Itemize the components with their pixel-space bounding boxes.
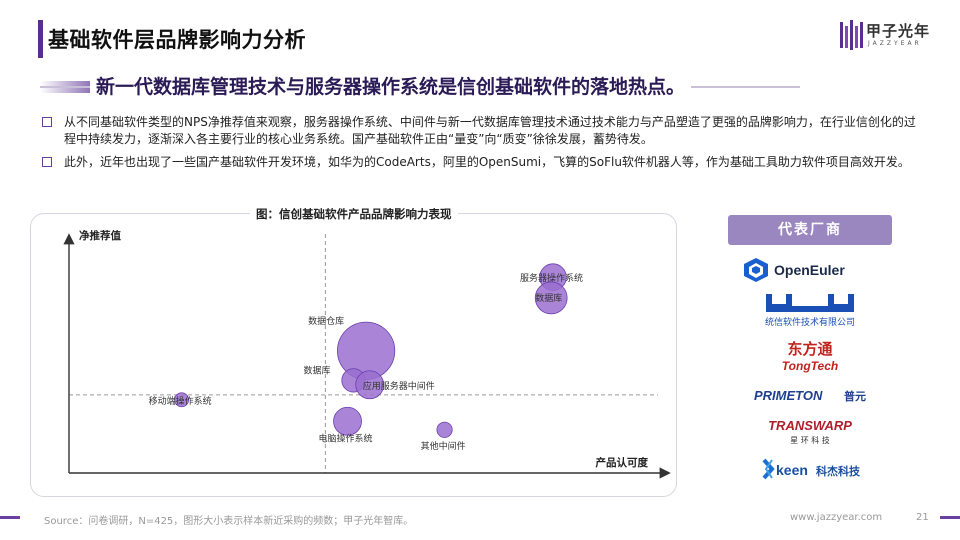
- bullet-text: 此外，近年也出现了一些国产基础软件开发环境，如华为的CodeArts，阿里的Op…: [64, 155, 910, 169]
- bubble-6: [333, 406, 362, 436]
- vendor-sub: 普元: [844, 389, 866, 403]
- bullet-item: 从不同基础软件类型的NPS净推荐值来观察，服务器操作系统、中间件与新一代数据库管…: [40, 114, 920, 148]
- vendor-name: TRANSWARP: [768, 418, 852, 433]
- bubble-7: [436, 421, 453, 438]
- subtitle: 新一代数据库管理技术与服务器操作系统是信创基础软件的落地热点。: [90, 72, 692, 99]
- bubble-label: 数据库: [535, 292, 562, 304]
- brand-logo: 甲子光年 JAZZYEAR: [840, 18, 940, 54]
- title-accent-bar: [38, 20, 43, 58]
- page-number: 21: [916, 512, 929, 523]
- bubble-label: 其他中间件: [421, 440, 466, 452]
- bubble-label: 应用服务器中间件: [363, 380, 435, 392]
- square-bullet-icon: [42, 157, 52, 167]
- bullet-text: 从不同基础软件类型的NPS净推荐值来观察，服务器操作系统、中间件与新一代数据库管…: [64, 115, 916, 146]
- vendor-keen: keen 科杰科技: [740, 454, 880, 488]
- vendor-transwarp: TRANSWARP 星 环 科 技: [740, 414, 880, 448]
- y-axis-label: 净推荐值: [79, 229, 121, 242]
- openeuler-logo-icon: [744, 258, 768, 282]
- vendor-name: keen: [776, 462, 808, 478]
- vendor-tongtech: 东方通 TongTech: [740, 338, 880, 373]
- vendor-name: PRIMETON: [754, 388, 823, 403]
- bubble-label: 服务器操作系统: [520, 272, 583, 284]
- bubble-label: 数据库: [304, 364, 331, 376]
- bubble-label: 电脑操作系统: [319, 432, 373, 444]
- bubble-1: [534, 281, 568, 315]
- vendor-name: 统信软件技术有限公司: [765, 316, 855, 328]
- bubble-4: [355, 370, 385, 400]
- vendor-uniontech: 统信软件技术有限公司: [740, 292, 880, 328]
- bullet-list: 从不同基础软件类型的NPS净推荐值来观察，服务器操作系统、中间件与新一代数据库管…: [40, 114, 920, 177]
- uniontech-logo-icon: [766, 294, 854, 312]
- vendor-panel-title: 代表厂商: [728, 215, 892, 245]
- logo-text-cn: 甲子光年: [866, 22, 931, 40]
- bubble-label: 数据仓库: [308, 315, 344, 327]
- vendor-name: OpenEuler: [774, 262, 845, 278]
- vendor-sub: 星 环 科 技: [790, 435, 830, 445]
- logo-text-en: JAZZYEAR: [868, 40, 922, 47]
- logo-bars-icon: [840, 20, 863, 50]
- vendor-name: 东方通: [787, 340, 832, 358]
- vendor-sub: 科杰科技: [816, 464, 861, 478]
- vendor-primeton: PRIMETON 普元: [740, 382, 880, 416]
- site-url: www.jazzyear.com: [790, 512, 883, 523]
- bubble-label: 移动端操作系统: [149, 395, 212, 407]
- chart-title: 图：信创基础软件产品品牌影响力表现: [250, 206, 458, 222]
- square-bullet-icon: [42, 117, 52, 127]
- footer-accent-left: [0, 516, 20, 519]
- bullet-item: 此外，近年也出现了一些国产基础软件开发环境，如华为的CodeArts，阿里的Op…: [40, 154, 920, 171]
- bubble-5: [174, 392, 190, 408]
- source-note: Source：问卷调研，N=425，图形大小表示样本新近采购的频数；甲子光年智库…: [44, 516, 414, 527]
- keen-logo-icon: [762, 458, 775, 480]
- page-title: 基础软件层品牌影响力分析: [48, 28, 306, 52]
- vendor-sub: TongTech: [782, 359, 838, 373]
- x-axis-label: 产品认可度: [596, 456, 649, 469]
- vendor-openeuler: OpenEuler: [740, 252, 880, 286]
- footer-accent-right: [940, 516, 960, 519]
